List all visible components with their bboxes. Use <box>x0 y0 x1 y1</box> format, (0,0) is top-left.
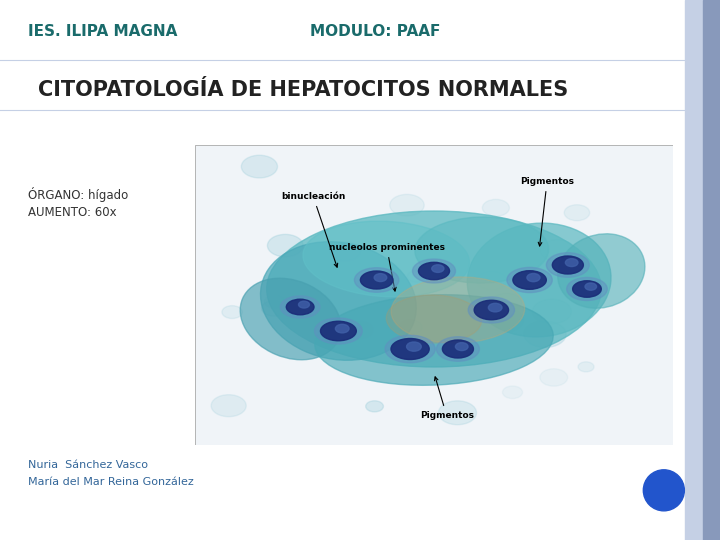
Circle shape <box>366 401 384 412</box>
Circle shape <box>261 301 287 316</box>
Ellipse shape <box>240 278 341 360</box>
Circle shape <box>527 273 540 282</box>
Circle shape <box>432 265 444 272</box>
Circle shape <box>644 470 684 511</box>
Ellipse shape <box>315 318 362 344</box>
Circle shape <box>330 242 361 261</box>
Circle shape <box>540 369 567 386</box>
Ellipse shape <box>354 268 399 292</box>
Circle shape <box>374 274 387 281</box>
Ellipse shape <box>280 296 320 318</box>
Circle shape <box>564 205 590 221</box>
Ellipse shape <box>546 253 590 278</box>
Circle shape <box>407 342 421 351</box>
Circle shape <box>578 362 594 372</box>
Ellipse shape <box>418 262 449 280</box>
Text: Nuria  Sánchez Vasco: Nuria Sánchez Vasco <box>28 460 148 470</box>
Circle shape <box>488 303 502 312</box>
Circle shape <box>211 395 246 417</box>
Circle shape <box>565 259 578 267</box>
Circle shape <box>222 306 243 319</box>
Circle shape <box>456 343 468 350</box>
Ellipse shape <box>386 295 482 343</box>
Ellipse shape <box>513 271 546 289</box>
Circle shape <box>491 293 522 313</box>
Ellipse shape <box>413 259 456 283</box>
Ellipse shape <box>391 339 429 360</box>
Ellipse shape <box>391 277 525 343</box>
Text: AUMENTO: 60x: AUMENTO: 60x <box>28 206 117 219</box>
Ellipse shape <box>315 295 553 386</box>
Circle shape <box>585 283 597 290</box>
Text: IES. ILIPA MAGNA: IES. ILIPA MAGNA <box>28 24 177 39</box>
Circle shape <box>486 308 523 332</box>
Ellipse shape <box>468 297 515 323</box>
Circle shape <box>540 240 575 261</box>
Bar <box>703 0 720 540</box>
Circle shape <box>345 321 373 339</box>
Ellipse shape <box>385 335 435 363</box>
Bar <box>685 0 703 540</box>
Ellipse shape <box>442 340 474 358</box>
Circle shape <box>241 155 277 178</box>
Circle shape <box>264 295 285 308</box>
Ellipse shape <box>467 223 611 337</box>
Ellipse shape <box>303 221 469 297</box>
Text: MODULO: PAAF: MODULO: PAAF <box>310 24 441 39</box>
Ellipse shape <box>320 321 356 341</box>
Ellipse shape <box>436 337 480 361</box>
Circle shape <box>336 325 349 333</box>
Circle shape <box>503 386 523 399</box>
Text: María del Mar Reina González: María del Mar Reina González <box>28 477 194 487</box>
Circle shape <box>400 320 423 334</box>
Ellipse shape <box>558 234 645 308</box>
Circle shape <box>279 289 297 301</box>
Ellipse shape <box>572 281 601 297</box>
Circle shape <box>482 199 510 217</box>
Circle shape <box>524 321 566 348</box>
Circle shape <box>390 194 424 216</box>
Text: Pigmentos: Pigmentos <box>420 377 474 420</box>
Ellipse shape <box>507 267 552 293</box>
Text: Pigmentos: Pigmentos <box>520 177 574 246</box>
Circle shape <box>438 401 477 425</box>
Ellipse shape <box>287 299 314 315</box>
Circle shape <box>532 299 572 324</box>
Text: CITOPATOLOGÍA DE HEPATOCITOS NORMALES: CITOPATOLOGÍA DE HEPATOCITOS NORMALES <box>38 80 568 100</box>
Ellipse shape <box>361 271 393 289</box>
Text: nucleolos prominentes: nucleolos prominentes <box>329 243 445 291</box>
Ellipse shape <box>474 300 508 320</box>
Circle shape <box>407 271 426 282</box>
Text: binucleación: binucleación <box>281 192 346 267</box>
Ellipse shape <box>261 242 416 360</box>
Ellipse shape <box>266 211 601 367</box>
Circle shape <box>299 301 310 308</box>
Ellipse shape <box>552 256 583 274</box>
Circle shape <box>267 234 303 257</box>
Circle shape <box>477 271 507 290</box>
Ellipse shape <box>415 217 549 283</box>
Ellipse shape <box>567 278 607 301</box>
Text: ÓRGANO: hígado: ÓRGANO: hígado <box>28 187 128 202</box>
